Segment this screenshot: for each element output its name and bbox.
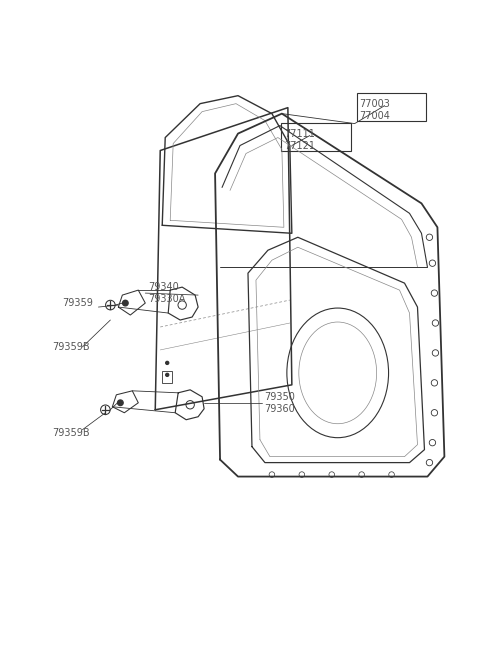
Circle shape — [122, 300, 128, 306]
Text: 77121: 77121 — [284, 141, 315, 151]
Circle shape — [166, 362, 168, 364]
Text: 79359B: 79359B — [52, 428, 90, 438]
Text: 79330A: 79330A — [148, 294, 186, 304]
Text: 79359B: 79359B — [52, 342, 90, 352]
Text: 77111: 77111 — [284, 128, 315, 139]
Circle shape — [118, 400, 123, 405]
Text: 79360: 79360 — [264, 403, 295, 414]
Text: 77004: 77004 — [360, 111, 391, 121]
Text: 79340: 79340 — [148, 282, 179, 292]
Bar — [162, 371, 172, 383]
Circle shape — [166, 373, 168, 377]
Text: 79359: 79359 — [62, 298, 94, 308]
Text: 77003: 77003 — [360, 99, 391, 109]
Text: 79350: 79350 — [264, 392, 295, 402]
